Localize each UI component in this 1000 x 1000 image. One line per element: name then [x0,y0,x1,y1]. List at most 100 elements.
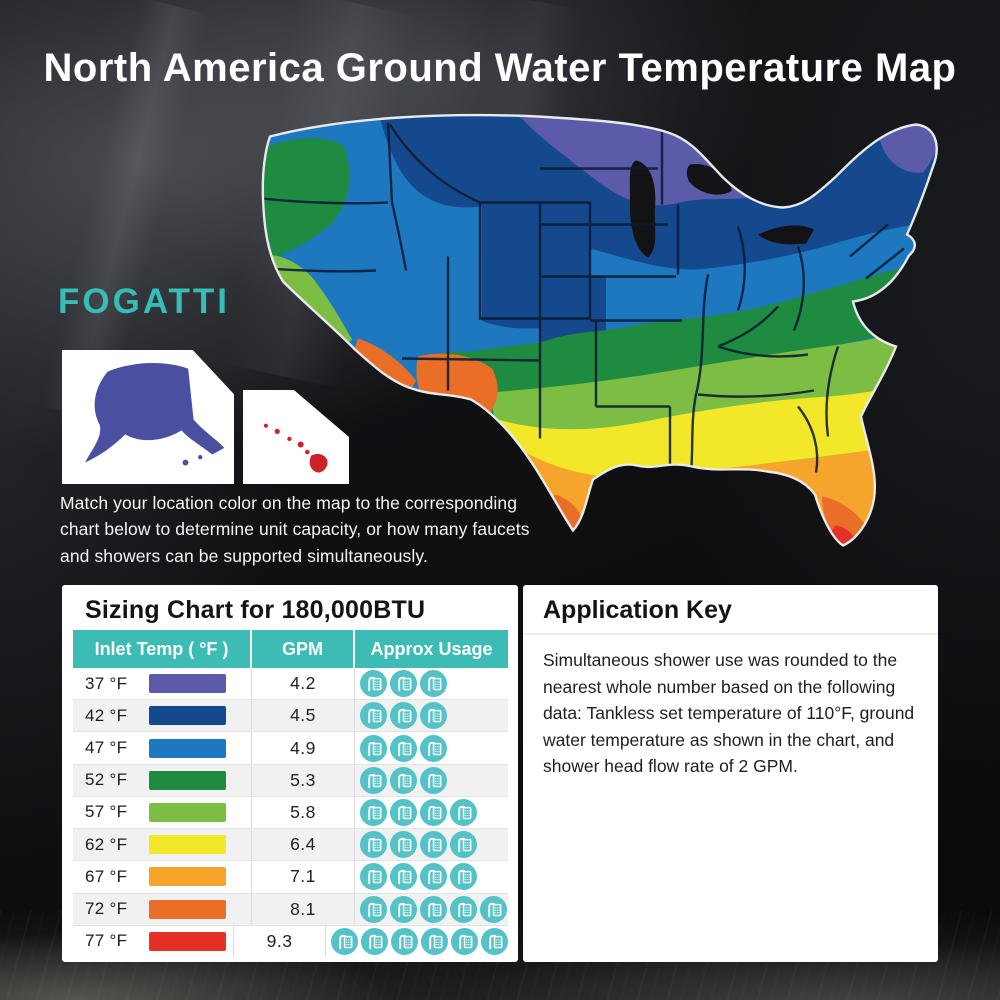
shower-icon [420,766,447,794]
inlet-temp-label: 57 °F [85,802,128,822]
inlet-temp-label: 47 °F [85,738,128,758]
zone-62f [272,286,937,479]
zone-57f [264,254,937,435]
shower-icon [481,927,508,955]
shower-icon [450,831,477,859]
sizing-row: 52 °F 5.3 [73,764,508,797]
shower-icon [390,798,417,826]
application-key-text: Simultaneous shower use was rounded to t… [543,650,915,777]
divider [523,633,938,635]
shower-icon [421,927,448,955]
shower-icon [390,766,417,794]
inlet-temp-label: 77 °F [85,931,128,951]
temp-color-swatch [149,706,226,726]
shower-icon [450,895,477,923]
gpm-cell: 6.4 [252,829,355,861]
table-header-row: Inlet Temp ( °F ) GPM Approx Usage [73,630,508,668]
usage-cell [355,829,508,860]
shower-icon [331,927,358,955]
brand-logo: FOGATTI [58,282,230,321]
sizing-row: 42 °F 4.5 [73,700,508,733]
sizing-row: 57 °F 5.8 [73,796,508,830]
shower-icon [360,798,387,826]
gpm-cell: 5.3 [252,764,355,796]
temp-color-swatch [149,899,226,919]
shower-icon [360,863,387,891]
usage-cell [355,797,508,828]
shower-icon [420,670,447,698]
sizing-row: 77 °F 9.3 [73,925,508,957]
shower-icon [420,895,447,923]
gpm-cell: 8.1 [252,893,355,925]
map-outline [261,113,938,547]
inlet-temp-cell: 47 °F [73,732,252,764]
inlet-temp-label: 52 °F [85,770,128,790]
inlet-temp-cell: 37 °F [73,668,252,700]
gpm-cell: 4.9 [252,732,355,764]
shower-icon [360,670,387,698]
inlet-temp-cell: 77 °F [73,925,235,957]
col-approx-usage: Approx Usage [370,638,493,659]
inlet-temp-label: 37 °F [85,673,128,693]
page-title: North America Ground Water Temperature M… [43,46,957,90]
shower-icon [360,766,387,794]
gpm-cell: 5.8 [252,796,355,829]
shower-icon [450,798,477,826]
application-key-title: Application Key [543,596,732,624]
sizing-chart-title: Sizing Chart for 180,000BTU [85,596,426,624]
zone-52f [262,138,937,420]
gpm-cell: 7.1 [252,861,355,893]
sizing-row: 37 °F 4.2 [73,668,508,701]
state-borders [262,122,905,485]
sizing-row: 72 °F 8.1 [73,893,508,926]
usage-cell [326,926,508,957]
shower-icon [390,895,417,923]
inlet-temp-label: 72 °F [85,899,128,919]
sizing-row: 47 °F 4.9 [73,732,508,765]
zone-72f [353,338,868,545]
inlet-temp-label: 67 °F [85,866,128,886]
shower-icon [420,734,447,762]
usage-cell [355,765,508,796]
temp-color-swatch [149,738,226,758]
application-key-card: Application Key Simultaneous shower use … [523,585,938,962]
shower-icon [480,895,507,923]
inlet-temp-cell: 57 °F [73,796,252,829]
shower-icon [451,927,478,955]
shower-icon [390,863,417,891]
shower-icon [420,863,447,891]
shower-icon [360,895,387,923]
alaska-map [85,363,225,466]
us-map-graphic [261,113,938,547]
usage-cell [355,894,508,925]
sizing-chart-card: Sizing Chart for 180,000BTU Inlet Temp (… [62,585,518,962]
shower-icon [420,702,447,730]
usage-cell [355,700,508,731]
temp-color-swatch [149,867,226,887]
temp-color-swatch [149,802,226,822]
shower-icon [360,702,387,730]
shower-icon [390,702,417,730]
usage-cell [355,861,508,892]
gpm-cell: 9.3 [234,925,326,957]
inlet-temp-cell: 67 °F [73,861,252,893]
sizing-row: 67 °F 7.1 [73,861,508,894]
table-body: 37 °F 4.2 42 °F 4.5 47 °F 4.9 [73,668,508,957]
alaska-inset [62,350,234,484]
inlet-temp-cell: 72 °F [73,893,252,925]
temp-color-swatch [149,770,226,790]
temp-color-swatch [149,835,226,855]
sizing-row: 62 °F 6.4 [73,829,508,862]
shower-icon [360,831,387,859]
inlet-temp-label: 62 °F [85,834,128,854]
inlet-temp-cell: 52 °F [73,764,252,796]
col-inlet-temp: Inlet Temp ( °F ) [73,630,252,668]
shower-icon [450,863,477,891]
shower-icon [390,831,417,859]
gpm-cell: 4.5 [252,700,355,732]
inlet-temp-label: 42 °F [85,705,128,725]
great-lakes [629,160,814,258]
shower-icon [390,670,417,698]
hawaii-map [263,423,328,473]
